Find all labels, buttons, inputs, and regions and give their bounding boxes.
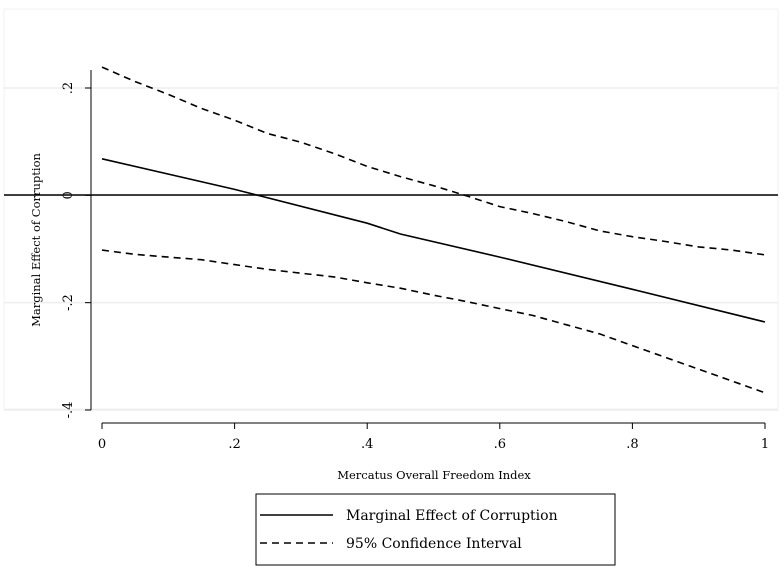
- legend-label-ci: 95% Confidence Interval: [346, 536, 522, 552]
- x-axis-title: Mercatus Overall Freedom Index: [337, 468, 531, 482]
- series-line-1: [101, 66, 766, 256]
- x-tick-label-4: .8: [626, 437, 638, 452]
- legend-label-estimate: Marginal Effect of Corruption: [346, 508, 558, 524]
- y-tick-label-3: .2: [61, 82, 76, 94]
- x-tick-label-3: .6: [494, 437, 506, 452]
- legend: Marginal Effect of Corruption 95% Confid…: [255, 493, 616, 566]
- series-line-0: [101, 158, 766, 323]
- series-line-2: [101, 249, 766, 394]
- y-tick-label-0: -.4: [61, 402, 76, 419]
- y-axis-title: Marginal Effect of Corruption: [29, 153, 43, 327]
- y-tick-label-1: -.2: [61, 294, 76, 311]
- plot-frame: [3, 8, 779, 410]
- series-lines: [101, 66, 766, 394]
- x-tick-label-5: 1: [761, 437, 769, 452]
- x-tick-label-1: .2: [228, 437, 240, 452]
- legend-box: [255, 493, 616, 566]
- x-tick-label-0: 0: [98, 437, 106, 452]
- x-tick-label-2: .4: [361, 437, 373, 452]
- x-axis-ticks: 0 .2 .4 .6 .8 1: [98, 423, 769, 452]
